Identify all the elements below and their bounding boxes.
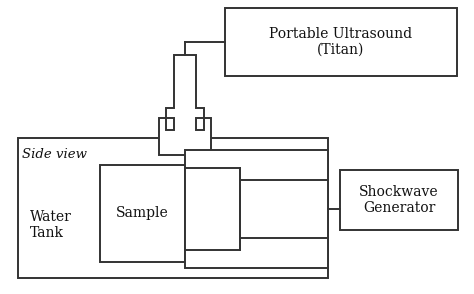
Bar xyxy=(225,8,457,76)
Bar xyxy=(340,170,458,230)
Text: Shockwave
Generator: Shockwave Generator xyxy=(359,185,439,215)
Bar xyxy=(100,165,185,262)
Bar xyxy=(185,168,240,250)
Bar xyxy=(185,150,328,268)
Text: Portable Ultrasound
(Titan): Portable Ultrasound (Titan) xyxy=(269,27,412,57)
Text: Water
Tank: Water Tank xyxy=(30,210,72,240)
Bar xyxy=(18,138,328,278)
Polygon shape xyxy=(159,55,211,155)
Text: Sample: Sample xyxy=(116,206,169,220)
Text: Side view: Side view xyxy=(22,148,87,161)
